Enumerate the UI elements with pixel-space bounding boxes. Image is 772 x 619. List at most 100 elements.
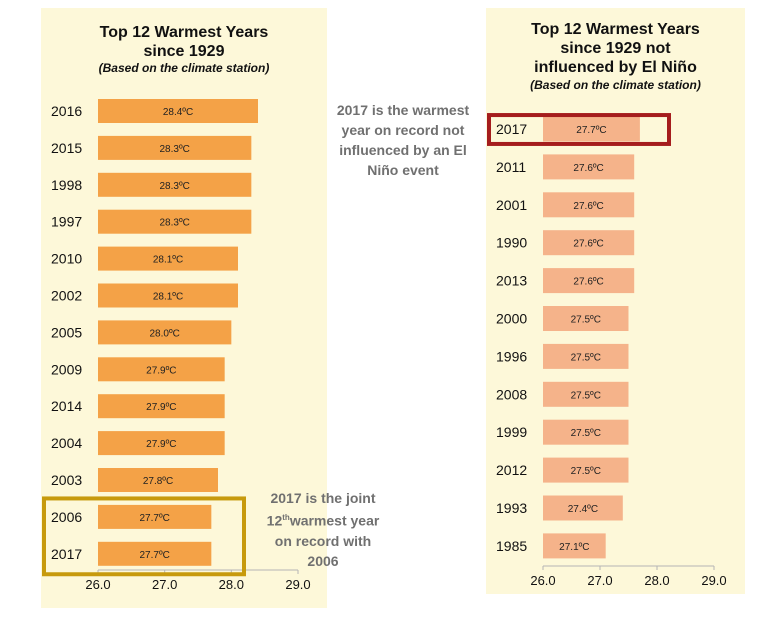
right-value-label-2012: 27.5ºC [571, 466, 601, 477]
left-value-label-2003: 27.8ºC [143, 476, 173, 487]
right-value-label-2000: 27.5ºC [571, 315, 601, 326]
left-bar-2004 [98, 431, 225, 456]
left-year-label-2003: 2003 [51, 472, 82, 488]
right-bar-1985 [543, 533, 606, 559]
right-x-tick-label-1: 27.0 [587, 573, 612, 588]
left-bar-1998 [98, 172, 252, 197]
left-title-line-2: since 1929 [143, 43, 225, 60]
right-x-tick-label-2: 28.0 [644, 573, 669, 588]
right-bar-1990 [543, 230, 635, 256]
right-year-label-1990: 1990 [496, 235, 527, 251]
right-value-label-1993: 27.4ºC [568, 504, 598, 515]
left-annotation-line-3: on record with [274, 532, 372, 549]
left-value-label-1998: 28.3ºC [159, 181, 189, 192]
left-value-label-2015: 28.3ºC [159, 144, 189, 155]
right-chart-annotation: 2017 is the warmest year on record not i… [318, 100, 488, 180]
right-year-label-1999: 1999 [496, 424, 527, 440]
right-value-label-1996: 27.5ºC [571, 352, 601, 363]
left-bar-2005 [98, 320, 232, 345]
right-value-label-1990: 27.6ºC [573, 239, 603, 250]
left-bar-2015 [98, 135, 252, 160]
right-bar-2013 [543, 268, 635, 294]
right-highlight-box [487, 113, 671, 146]
left-chart-annotation: 2017 is the joint 12thwarmest year on re… [252, 488, 394, 571]
left-value-label-1997: 28.3ºC [159, 218, 189, 229]
left-value-label-2016: 28.4ºC [163, 107, 193, 118]
left-annotation-line-4: 2006 [307, 552, 339, 569]
left-chart-subtitle: (Based on the climate station) [98, 61, 270, 75]
left-bar-2016 [98, 99, 258, 123]
left-bar-2002 [98, 283, 238, 308]
right-bar-1999 [543, 419, 629, 445]
left-value-label-2017: 27.7ºC [139, 550, 169, 561]
left-bar-2006 [98, 504, 212, 529]
left-bar-2010 [98, 246, 238, 271]
right-bar-2017 [543, 116, 640, 142]
right-year-label-2001: 2001 [496, 197, 527, 213]
left-year-label-2004: 2004 [51, 435, 82, 451]
left-annotation-ordinal: th [282, 513, 290, 522]
right-year-label-2013: 2013 [496, 273, 527, 289]
left-chart-title: Top 12 Warmest Years since 1929 [41, 23, 327, 61]
left-year-label-2017: 2017 [51, 546, 82, 562]
left-value-label-2014: 27.9ºC [146, 402, 176, 413]
left-year-label-1997: 1997 [51, 214, 82, 230]
right-annotation-line-4: Niño event [367, 162, 439, 178]
left-year-label-2015: 2015 [51, 140, 82, 156]
left-year-label-1998: 1998 [51, 177, 82, 193]
left-bar-2003 [98, 468, 218, 492]
right-year-label-1996: 1996 [496, 348, 527, 364]
right-value-label-2008: 27.5ºC [571, 390, 601, 401]
left-year-label-2002: 2002 [51, 288, 82, 304]
right-title-line-2: since 1929 not [560, 40, 671, 57]
left-year-label-2016: 2016 [51, 103, 82, 119]
right-x-tick-label-3: 29.0 [701, 573, 726, 588]
left-bar-2009 [98, 357, 225, 382]
left-x-tick-label-1: 27.0 [152, 577, 177, 592]
right-year-label-2000: 2000 [496, 311, 527, 327]
right-title-line-1: Top 12 Warmest Years [531, 21, 700, 38]
right-value-label-2011: 27.6ºC [573, 163, 603, 174]
right-bar-2011 [543, 154, 635, 180]
right-annotation-line-3: influenced by an El [339, 142, 467, 158]
right-annotation-line-2: year on record not [341, 122, 465, 138]
right-year-label-2011: 2011 [496, 159, 526, 175]
left-year-label-2010: 2010 [51, 251, 82, 267]
left-annotation-line-1: 2017 is the joint [270, 490, 376, 506]
left-highlight-box [42, 496, 246, 577]
left-annotation-warmest: warmest year [289, 512, 380, 529]
right-value-label-1985: 27.1ºC [559, 542, 589, 553]
right-bar-2000 [543, 306, 629, 331]
right-chart-title: Top 12 Warmest Years since 1929 not infl… [486, 20, 745, 77]
right-value-label-2017: 27.7ºC [576, 125, 606, 136]
right-annotation-line-1: 2017 is the warmest [336, 102, 470, 118]
right-value-label-1999: 27.5ºC [571, 428, 601, 439]
right-bar-2001 [543, 192, 635, 218]
right-title-line-3: influenced by El Niño [534, 59, 697, 76]
left-bar-1997 [98, 209, 252, 234]
left-annotation-rank: 12 [266, 512, 283, 529]
left-x-tick-label-2: 28.0 [219, 577, 244, 592]
left-bar-2014 [98, 394, 225, 419]
left-title-line-1: Top 12 Warmest Years [99, 24, 269, 41]
left-value-label-2004: 27.9ºC [146, 439, 176, 450]
left-year-label-2009: 2009 [51, 361, 82, 377]
right-year-label-2012: 2012 [496, 462, 527, 478]
right-value-label-2001: 27.6ºC [573, 201, 603, 212]
left-value-label-2002: 28.1ºC [153, 292, 183, 303]
left-value-label-2006: 27.7ºC [139, 513, 169, 524]
left-x-tick-label-3: 29.0 [285, 577, 310, 592]
left-bar-2017 [98, 541, 212, 566]
right-year-label-1985: 1985 [496, 538, 527, 554]
left-year-label-2006: 2006 [51, 509, 82, 525]
left-x-tick-label-0: 26.0 [85, 577, 110, 592]
right-year-label-1993: 1993 [496, 500, 527, 516]
left-year-label-2014: 2014 [51, 398, 82, 414]
left-value-label-2010: 28.1ºC [153, 255, 183, 266]
right-bar-2012 [543, 457, 629, 483]
left-value-label-2009: 27.9ºC [146, 365, 176, 376]
left-value-label-2005: 28.0ºC [149, 328, 179, 339]
right-value-label-2013: 27.6ºC [573, 277, 603, 288]
